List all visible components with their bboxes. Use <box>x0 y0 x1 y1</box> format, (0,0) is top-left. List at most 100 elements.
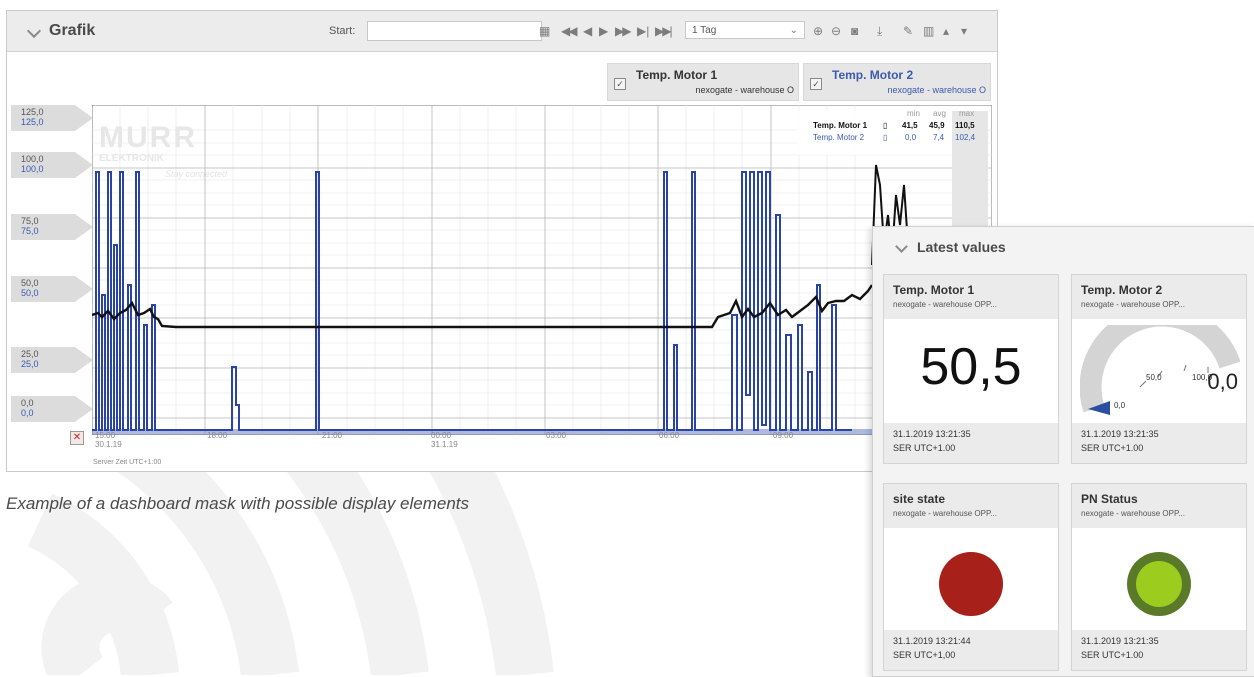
value-card-pn-status[interactable]: PN Status nexogate - warehouse OPP... 31… <box>1071 483 1247 671</box>
stats-row-name: Temp. Motor 1 <box>813 121 868 130</box>
collapse-icon[interactable]: ▴ <box>943 24 950 38</box>
server-time: Server Zeit UTC+1:00 <box>93 459 162 466</box>
step-forward-icon[interactable]: ▶| <box>637 24 650 38</box>
card-footer: 31.1.2019 13:21:35 SER UTC+1.00 <box>884 423 1058 463</box>
big-value: 50,5 <box>920 338 1022 396</box>
close-icon[interactable]: ✕ <box>70 431 84 445</box>
card-title: site state <box>893 492 946 506</box>
card-header: Temp. Motor 2 nexogate - warehouse OPP..… <box>1072 275 1246 319</box>
x-axis-label: 06:00 <box>659 431 680 440</box>
checkbox-checked-icon[interactable]: ✓ <box>810 78 822 90</box>
gauge-arc <box>1080 325 1240 413</box>
caption: Example of a dashboard mask with possibl… <box>6 494 470 513</box>
card-header: site state nexogate - warehouse OPP... <box>884 484 1058 528</box>
step-back-icon[interactable]: ◀ <box>583 24 593 38</box>
stats-marker: ▯ <box>883 133 888 142</box>
stats-min: 0,0 <box>905 133 917 142</box>
x-axis-label: 03:00 <box>546 431 567 440</box>
status-indicator-green <box>1136 561 1182 607</box>
card-footer: 31.1.2019 13:21:35 SER UTC+1.00 <box>1072 423 1246 463</box>
gauge-value: 0,0 <box>1207 369 1238 394</box>
series-toggle-motor-2[interactable]: ✓ Temp. Motor 2 nexogate - warehouse O <box>803 63 991 101</box>
card-source: nexogate - warehouse OPP... <box>893 509 997 518</box>
card-source: nexogate - warehouse OPP... <box>893 300 997 309</box>
grafik-panel: Grafik Start: ▦ ◀◀ ◀ ▶ ▶▶ ▶| ▶▶| 1 Tag ⌄… <box>6 10 998 472</box>
major-grid <box>92 105 992 435</box>
stats-overlay-bg <box>797 111 957 155</box>
series-name: Temp. Motor 1 <box>636 68 718 82</box>
card-title: Temp. Motor 1 <box>893 283 975 297</box>
stats-header-max: max <box>959 109 975 118</box>
trash-icon[interactable]: ▥ <box>923 24 935 38</box>
card-timezone: SER UTC+1.00 <box>1081 650 1144 660</box>
y-axis-label: 0,0 0,0 <box>11 396 93 422</box>
zoom-in-icon[interactable]: ⊕ <box>813 24 824 38</box>
skip-forward-icon[interactable]: ▶▶| <box>655 24 673 38</box>
baseline-bar <box>92 429 992 435</box>
x-axis-label: 18:00 <box>207 431 228 440</box>
card-title: Temp. Motor 2 <box>1081 283 1163 297</box>
card-title: PN Status <box>1081 492 1138 506</box>
watermark-sub: ELEKTRONIK <box>99 153 164 164</box>
chevron-down-icon[interactable] <box>26 23 42 39</box>
y-axis-label: 50,0 50,0 <box>11 276 93 302</box>
range-select[interactable]: 1 Tag ⌄ <box>685 21 805 39</box>
series-toggle-motor-1[interactable]: ✓ Temp. Motor 1 nexogate - warehouse O <box>607 63 799 101</box>
card-timezone: SER UTC+1.00 <box>893 443 956 453</box>
card-timestamp: 31.1.2019 13:21:35 <box>893 429 971 439</box>
fast-forward-icon[interactable]: ▶▶ <box>615 24 632 38</box>
card-footer: 31.1.2019 13:21:44 SER UTC+1,00 <box>884 630 1058 670</box>
watermark-tagline: Stay connected <box>165 169 228 179</box>
y-axis-label: 125,0 125,0 <box>11 105 93 131</box>
minor-grid <box>92 105 992 435</box>
x-axis-label: 15:00 30.1.19 <box>95 431 122 449</box>
value-card-temp-motor-1[interactable]: Temp. Motor 1 nexogate - warehouse OPP..… <box>883 274 1059 464</box>
panel-title: Latest values <box>917 239 1006 255</box>
card-source: nexogate - warehouse OPP... <box>1081 300 1185 309</box>
card-header: PN Status nexogate - warehouse OPP... <box>1072 484 1246 528</box>
card-timezone: SER UTC+1,00 <box>893 650 956 660</box>
value-card-site-state[interactable]: site state nexogate - warehouse OPP... 3… <box>883 483 1059 671</box>
pencil-icon[interactable]: ✎ <box>903 24 914 38</box>
gauge <box>1080 325 1240 415</box>
y-axis-label: 100,0 100,0 <box>11 152 93 178</box>
x-axis-label: 09:00 <box>773 431 794 440</box>
series-line-temp-motor-1 <box>92 284 873 329</box>
camera-icon[interactable]: ◙ <box>851 24 859 38</box>
value-card-temp-motor-2[interactable]: Temp. Motor 2 nexogate - warehouse OPP..… <box>1071 274 1247 464</box>
stats-avg: 45,9 <box>929 121 945 130</box>
chevron-down-icon[interactable] <box>895 240 908 253</box>
download-icon[interactable]: ⤓ <box>877 24 883 38</box>
checkbox-checked-icon[interactable]: ✓ <box>614 78 626 90</box>
card-timezone: SER UTC+1.00 <box>1081 443 1144 453</box>
stats-header-min: min <box>907 109 920 118</box>
grafik-header: Grafik Start: ▦ ◀◀ ◀ ▶ ▶▶ ▶| ▶▶| 1 Tag ⌄… <box>7 11 997 52</box>
line-chart[interactable] <box>92 105 992 435</box>
expand-icon[interactable]: ▾ <box>961 24 968 38</box>
range-select-value: 1 Tag <box>692 25 717 36</box>
status-indicator-red <box>939 552 1003 616</box>
gauge-max-label: 100,0 <box>1192 373 1213 382</box>
card-timestamp: 31.1.2019 13:21:35 <box>1081 429 1159 439</box>
start-input[interactable] <box>367 21 542 41</box>
play-icon[interactable]: ▶ <box>599 24 609 38</box>
gauge-mid-label: 50,0 <box>1146 373 1162 382</box>
gauge-min-label: 0,0 <box>1114 401 1126 410</box>
series-source: nexogate - warehouse O <box>695 85 794 95</box>
stats-avg: 7,4 <box>933 133 945 142</box>
card-header: Temp. Motor 1 nexogate - warehouse OPP..… <box>884 275 1058 319</box>
card-timestamp: 31.1.2019 13:21:35 <box>1081 636 1159 646</box>
y-axis-label: 75,0 75,0 <box>11 214 93 240</box>
stats-header-avg: avg <box>933 109 946 118</box>
calendar-icon[interactable]: ▦ <box>539 24 551 38</box>
x-axis-label: 21:00 <box>322 431 343 440</box>
card-source: nexogate - warehouse OPP... <box>1081 509 1185 518</box>
watermark-logo: MURR <box>99 121 197 154</box>
series-line-temp-motor-2 <box>92 171 852 431</box>
latest-values-panel: Latest values Temp. Motor 1 nexogate - w… <box>872 226 1254 677</box>
skip-back-icon[interactable]: ◀◀ <box>561 24 578 38</box>
zoom-out-icon[interactable]: ⊖ <box>831 24 842 38</box>
card-footer: 31.1.2019 13:21:35 SER UTC+1.00 <box>1072 630 1246 670</box>
x-axis-label: 00:00 31.1.19 <box>431 431 458 449</box>
stats-min: 41,5 <box>902 121 918 130</box>
